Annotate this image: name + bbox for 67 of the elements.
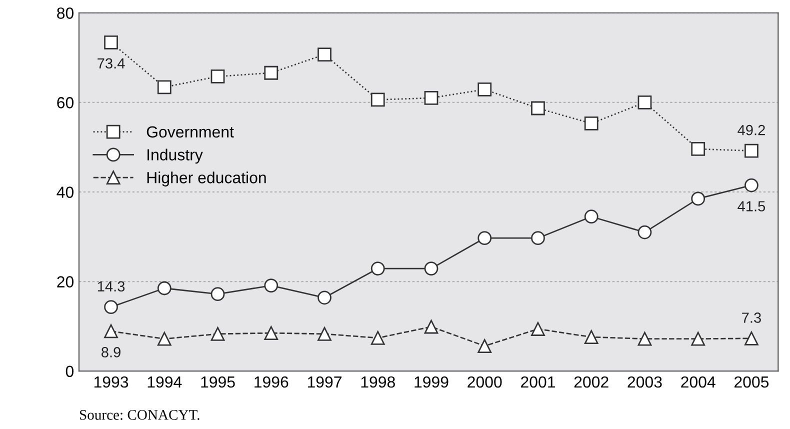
point [318,290,332,305]
y-tick-label: 0 [66,366,74,378]
point [744,331,758,346]
x-tick-label: 2005 [734,376,769,388]
point [104,35,118,50]
point [424,262,438,276]
point [531,101,545,116]
x-tick-label: 2001 [521,376,555,388]
legend-label: Higher education [147,172,266,186]
point [318,326,332,341]
x-tick-label: 2000 [468,376,502,388]
source-note: Source: CONACYT. [80,410,200,420]
x-tick-label: 1994 [148,376,182,388]
point [584,116,598,130]
point [691,192,706,206]
point [584,210,598,224]
x-tick-label: 1993 [94,376,128,388]
data-label: 8.9 [102,347,120,358]
point [638,225,652,240]
y-tick-label: 40 [56,186,74,198]
data-label: 73.4 [98,58,125,69]
x-tick-label: 2004 [681,376,716,388]
x-tick-label: 2002 [574,376,608,388]
x-tick-label: 2003 [628,376,662,388]
x-tick-label: 1997 [308,376,342,388]
point [104,324,118,338]
point [691,332,706,346]
y-tick-label: 60 [57,97,74,108]
x-tick-label: 1998 [361,376,395,388]
point [531,231,545,246]
point [210,70,225,84]
point [264,326,278,340]
point [478,231,492,246]
point [104,300,118,314]
point [264,278,278,293]
point [424,320,438,334]
data-label: 7.3 [742,312,761,323]
point [318,48,332,62]
point [264,66,278,80]
data-label: 14.3 [98,281,125,292]
point [744,144,758,158]
point [691,142,706,156]
x-tick-label: 1999 [414,376,448,388]
point [424,91,438,105]
point [210,287,225,302]
point [157,332,172,346]
point [531,322,545,336]
point [478,339,492,353]
legend-label: Government [146,126,234,138]
point [584,330,598,344]
point [157,281,172,296]
y-tick-label: 20 [57,276,74,288]
point [638,332,652,346]
point [638,95,652,110]
x-tick-label: 1996 [254,376,288,388]
data-label: 49.2 [738,124,765,136]
legend-label: Industry [148,148,203,164]
point [157,80,172,94]
point [210,326,225,341]
point [370,262,385,276]
x-tick-label: 1995 [201,376,235,388]
point [370,331,385,345]
data-label: 41.5 [738,201,766,212]
y-tick-label: 80 [57,8,74,19]
point [370,92,385,107]
point [744,178,758,192]
point [478,82,492,96]
